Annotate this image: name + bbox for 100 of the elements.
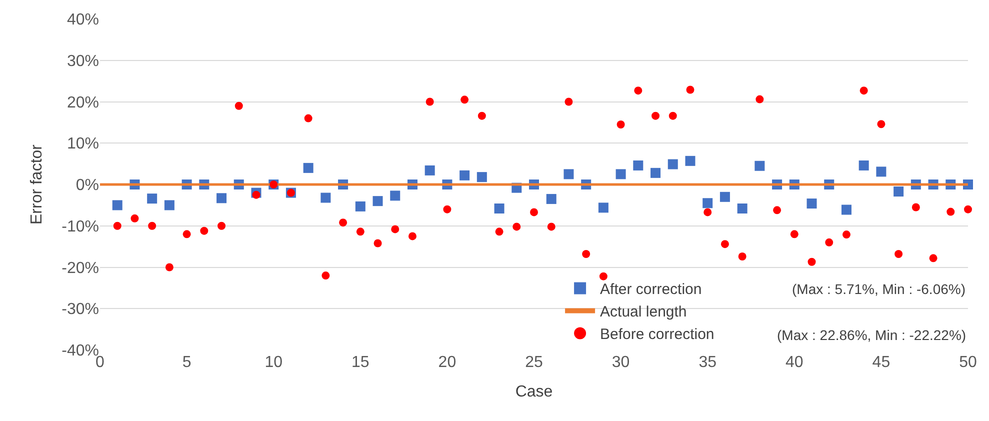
point (564, 169, 574, 180)
x-tick-label: 30 (612, 354, 630, 371)
point (112, 200, 122, 210)
y-tick-label: 20% (66, 94, 99, 112)
point (216, 193, 227, 204)
point (512, 222, 521, 231)
y-axis-title: Error factor (28, 144, 46, 225)
point (720, 192, 730, 202)
point (738, 252, 746, 260)
point (546, 194, 556, 204)
point (773, 206, 782, 214)
point (841, 204, 852, 215)
point (322, 272, 330, 280)
point (356, 228, 364, 236)
legend-label: After correction (600, 281, 702, 298)
point (582, 250, 590, 258)
x-tick-label: 5 (182, 354, 192, 371)
point (704, 208, 712, 216)
point (478, 112, 486, 120)
point (320, 192, 331, 203)
x-tick-label: 40 (786, 354, 804, 371)
point (408, 232, 416, 240)
point (685, 156, 696, 166)
point (790, 230, 798, 238)
x-tick-label: 20 (438, 354, 456, 371)
x-tick-label: 35 (698, 354, 717, 371)
y-tick-label: 0% (76, 177, 99, 194)
legend-label: Actual length (600, 304, 687, 321)
point (460, 96, 469, 104)
point (424, 165, 435, 176)
point (634, 86, 642, 95)
y-tick-label: 40% (66, 12, 99, 29)
point (668, 112, 677, 120)
point (650, 168, 661, 178)
point (894, 186, 904, 197)
point (702, 198, 713, 208)
point (460, 170, 470, 180)
point (218, 222, 226, 230)
point (374, 239, 382, 248)
y-tick-label: 10% (66, 136, 99, 153)
point (877, 120, 886, 128)
point (530, 208, 538, 216)
point (355, 201, 366, 212)
point (876, 166, 886, 177)
point (964, 205, 972, 214)
x-tick-label: 10 (264, 354, 283, 371)
annotation: (Max : 22.86%, Min : -22.22%) (777, 327, 966, 343)
point (372, 196, 383, 206)
point (808, 258, 816, 266)
point (825, 238, 834, 246)
point (234, 102, 243, 110)
point (946, 208, 955, 216)
x-tick-label: 15 (352, 354, 370, 371)
point (599, 272, 608, 280)
point (148, 222, 156, 230)
point (652, 112, 660, 120)
point (737, 204, 748, 214)
point (756, 95, 764, 104)
point (426, 98, 434, 106)
y-tick-label: -30% (62, 301, 99, 318)
point (476, 172, 487, 182)
point (598, 202, 608, 213)
point (303, 162, 314, 173)
point (842, 230, 850, 239)
point (494, 204, 504, 214)
point (200, 226, 208, 235)
point (616, 120, 625, 129)
y-tick-label: -20% (62, 260, 99, 277)
point (912, 203, 920, 212)
point (929, 254, 938, 262)
point (443, 205, 452, 214)
point (339, 218, 348, 227)
x-tick-label: 45 (872, 354, 890, 371)
point (304, 114, 312, 122)
point (113, 222, 122, 230)
point (147, 194, 158, 204)
x-axis-title: Case (515, 384, 553, 401)
y-tick-label: 30% (66, 52, 99, 70)
annotation: (Max : 5.71%, Min : -6.06%) (792, 281, 966, 297)
point (754, 160, 765, 171)
x-tick-label: 50 (959, 354, 977, 371)
point (391, 225, 400, 234)
y-tick-label: -10% (62, 218, 99, 236)
point (668, 159, 678, 170)
point (616, 169, 626, 180)
point (252, 190, 260, 199)
point (858, 160, 869, 170)
point (495, 228, 504, 236)
point (633, 160, 644, 170)
point (860, 86, 868, 95)
point (164, 200, 174, 210)
x-tick-label: 25 (525, 354, 543, 371)
x-tick-label: 0 (96, 354, 105, 371)
point (720, 240, 729, 248)
point (130, 214, 139, 222)
point (686, 86, 694, 94)
point (806, 198, 817, 209)
point (165, 263, 174, 272)
legend-label: Before correction (600, 326, 714, 344)
point (182, 230, 191, 238)
